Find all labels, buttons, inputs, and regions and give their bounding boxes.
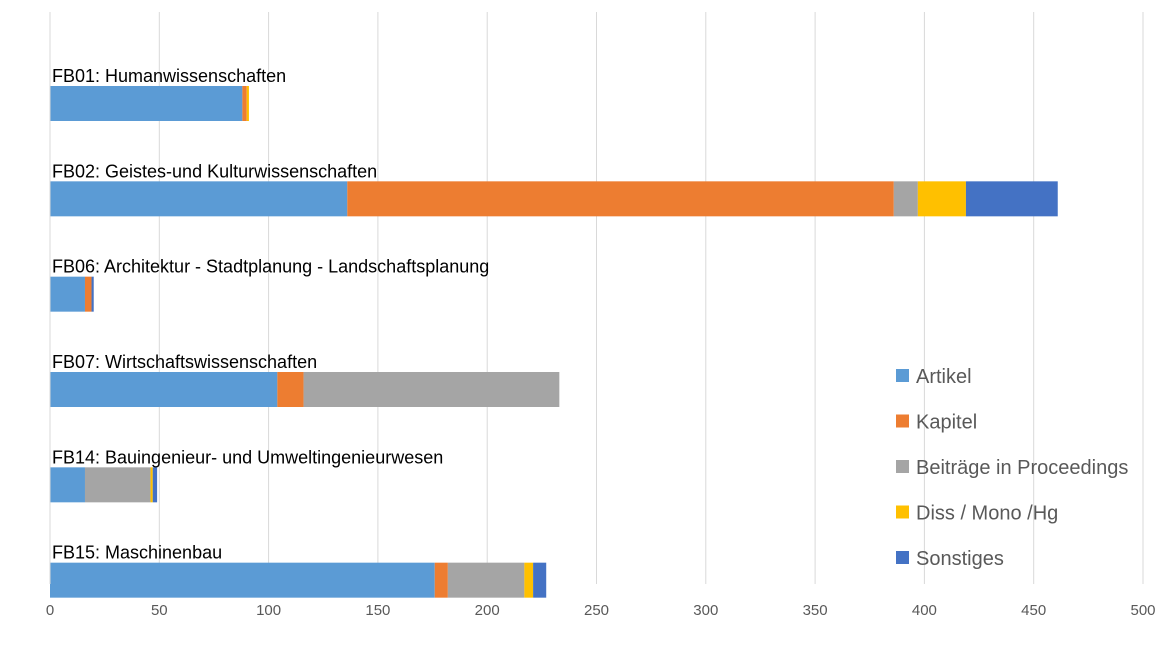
x-tick-label: 50 [151, 602, 168, 619]
legend-label: Sonstiges [916, 548, 1004, 570]
bar-segment [917, 181, 966, 217]
category-label: FB07: Wirtschaftswissenschaften [52, 352, 317, 372]
category-label: FB02: Geistes-und Kulturwissenschaften [52, 161, 377, 181]
legend-label: Beiträge in Proceedings [916, 457, 1128, 479]
legend-label: Diss / Mono /Hg [916, 503, 1058, 525]
x-tick-label: 200 [475, 602, 500, 619]
bar-segment [150, 467, 153, 503]
legend-swatch [896, 505, 909, 519]
category-label: FB01: Humanwissenschaften [52, 66, 286, 86]
gridlines [158, 12, 1144, 584]
bar-segment [50, 467, 85, 503]
legend-swatch [896, 551, 909, 564]
x-tick-label: 450 [1021, 602, 1046, 619]
bar-segment [50, 372, 278, 407]
bar-segment [277, 372, 304, 407]
bar-segment [533, 562, 547, 598]
bar-segment [524, 562, 534, 598]
bar-segment [50, 562, 435, 598]
bar-segment [893, 181, 918, 217]
x-tick-label: 150 [365, 602, 390, 619]
category-label: FB15: Maschinenbau [52, 543, 222, 563]
legend-swatch [896, 460, 909, 473]
legend-label: Kapitel [916, 412, 977, 434]
bar-segment [347, 181, 894, 217]
bar-segment [50, 86, 243, 121]
x-tick-label: 400 [912, 602, 937, 619]
legend-swatch [896, 369, 909, 382]
category-label: FB14: Bauingenieur- und Umweltingenieurw… [52, 447, 443, 467]
bar-segment [242, 86, 247, 121]
bar-segment [246, 86, 249, 121]
bar-segment [303, 372, 560, 407]
x-tick-label: 500 [1130, 602, 1155, 619]
x-tick-label: 350 [803, 602, 828, 619]
bar-segment [91, 276, 94, 312]
legend: Artikel Kapitel Beiträge in Proceedings Dis… [896, 366, 1128, 570]
x-tick-label: 250 [584, 602, 609, 619]
x-tick-label: 300 [693, 602, 718, 619]
bar-segment [447, 562, 525, 598]
legend-swatch [896, 414, 909, 428]
bar-segment [50, 276, 85, 312]
legend-label: Artikel [916, 366, 972, 388]
bar-segment [152, 467, 158, 503]
x-tick-label: 100 [256, 602, 281, 619]
bar-segment [965, 181, 1058, 217]
x-tick-label: 0 [46, 602, 54, 619]
category-label: FB06: Architektur - Stadtplanung - Lands… [52, 257, 489, 277]
bar-segment [84, 276, 92, 312]
x-axis: 0 50 100 150 200 250 300 350 400 450 500 [46, 12, 1156, 619]
category-labels: FB01: Humanwissenschaften FB02: Geistes-u… [52, 66, 489, 563]
bar-segment [84, 467, 151, 503]
bar-segment [434, 562, 448, 598]
bars [50, 86, 1058, 598]
bar-segment [50, 181, 348, 217]
